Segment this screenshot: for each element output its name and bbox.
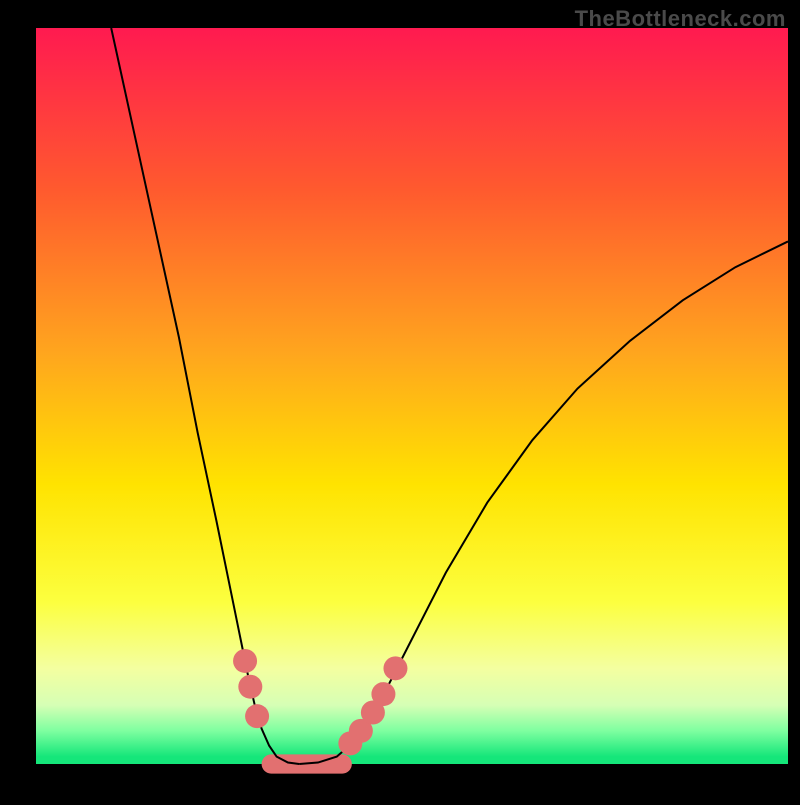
- marker-dot: [238, 675, 262, 699]
- bottleneck-chart: [0, 0, 800, 800]
- chart-svg: [0, 0, 800, 800]
- marker-dot: [371, 682, 395, 706]
- watermark-text: TheBottleneck.com: [575, 6, 786, 32]
- marker-dot: [245, 704, 269, 728]
- marker-dot: [383, 656, 407, 680]
- marker-dot: [233, 649, 257, 673]
- plot-background: [36, 28, 788, 764]
